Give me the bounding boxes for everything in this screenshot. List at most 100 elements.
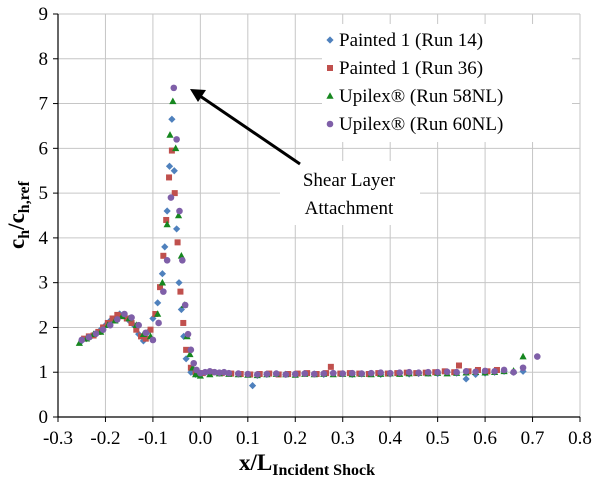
data-point [339,370,347,377]
x-tick-label: -0.2 [90,428,120,449]
data-point [415,369,422,376]
x-axis-label-sub: Incident Shock [272,462,375,479]
x-tick-label: 0.7 [521,428,545,449]
data-point [168,147,175,154]
y-axis-label: ch/ch,ref [4,180,33,249]
data-point [348,369,356,377]
data-point [174,239,181,246]
data-point [147,326,154,333]
data-point [310,370,318,378]
y-tick-label: 1 [39,362,49,383]
data-point [165,162,174,170]
legend-background [322,24,572,142]
data-point [235,370,242,377]
data-point [170,167,178,175]
data-point [99,326,107,333]
y-tick-label: 6 [39,138,49,159]
legend-item: Upilex® (Run 58NL) [326,86,503,107]
x-tick-label: 0.6 [473,428,497,449]
data-point [462,368,470,375]
data-point [170,84,178,92]
data-point [405,368,413,376]
data-point [149,336,157,344]
data-point [123,315,130,322]
data-point [177,252,185,259]
data-point [133,326,140,333]
legend-marker-square [327,65,333,71]
data-point [183,346,190,353]
data-point [424,368,432,376]
data-point [180,319,187,326]
data-point [163,207,171,215]
data-point [92,330,100,338]
data-point [168,115,176,123]
annotation-box [280,161,420,225]
data-point [320,370,328,377]
x-tick-label: 0.0 [188,428,212,449]
x-tick-label: -0.1 [138,428,168,449]
data-point [121,310,128,318]
data-point [173,225,181,233]
legend-marker [327,65,333,71]
series-circle [78,84,541,378]
x-tick-label: 0.8 [568,428,592,449]
annotation-line-2: Attachment [305,198,394,219]
x-tick-labels: -0.3 -0.2 -0.1 0.0 0.1 0.2 0.3 0.4 0.5 0.6 0.7 0.8 [43,428,592,449]
annotation-arrow-line [199,94,301,166]
legend-marker [326,36,334,44]
y-axis-label-main: c [4,239,29,249]
data-point [169,97,177,105]
data-point [192,370,200,378]
data-point [500,366,508,374]
y-axis-label-sub2: h,ref [16,180,33,213]
data-point [377,369,384,376]
data-point [174,211,183,219]
data-point [291,370,299,378]
data-point [519,364,527,372]
x-tick-label: -0.3 [43,428,73,449]
data-point [386,369,394,377]
data-point [158,270,166,278]
data-point [142,335,149,342]
data-point [173,136,180,143]
data-point [75,339,83,346]
y-axis-label-sub1: h [16,230,33,239]
legend-label-run-60nl: Upilex® (Run 60NL) [339,114,503,135]
data-point [154,299,162,307]
x-tick-label: 0.3 [331,428,355,449]
data-point [367,369,375,377]
shear-layer-annotation: Shear Layer Attachment [190,89,420,225]
data-point [533,353,541,360]
data-point [443,368,451,376]
data-point [109,315,116,322]
annotation-line-1: Shear Layer [303,170,396,191]
legend: Painted 1 (Run 14) Painted 1 (Run 36) Up… [322,24,572,142]
data-point [158,278,166,286]
data-point [128,314,135,321]
data-point [180,332,188,340]
y-tick-label: 0 [39,407,49,428]
x-tick-label: 0.1 [236,428,260,449]
data-point [128,319,135,326]
data-point [175,279,183,287]
axes [53,13,581,422]
data-point [519,352,527,360]
y-tick-label: 2 [39,317,49,338]
data-point [167,194,175,201]
data-point [462,375,470,383]
data-point [453,368,460,376]
legend-label-run-58nl: Upilex® (Run 58NL) [339,86,503,107]
data-point [181,301,189,309]
legend-label-run-36: Painted 1 (Run 36) [339,58,483,79]
data-point [472,368,479,376]
data-point [434,368,441,376]
data-point [85,333,93,341]
data-point [161,243,169,251]
data-point [142,329,150,337]
y-tick-labels: 0 1 2 3 4 5 6 7 8 9 [39,4,49,428]
data-point [327,363,334,370]
data-point [155,319,162,327]
x-tick-label: 0.2 [283,428,307,449]
data-point [152,311,159,318]
